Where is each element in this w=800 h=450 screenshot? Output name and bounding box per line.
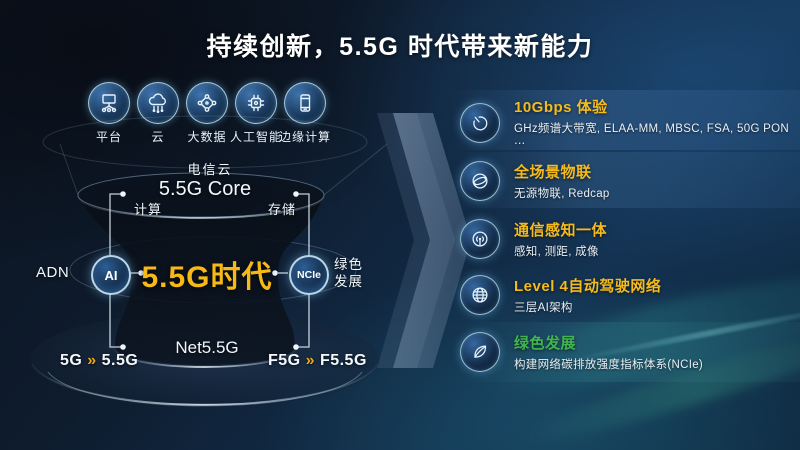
era-title: 5.5G时代: [141, 261, 273, 294]
capability-row-iot: 全场景物联 无源物联, Redcap: [460, 153, 798, 209]
capability-title: 通信感知一体: [514, 222, 608, 239]
capability-subtitle: 无源物联, Redcap: [514, 188, 610, 200]
capability-title: 全场景物联: [514, 164, 592, 181]
evolution-arrow-icon: »: [305, 352, 315, 369]
top-icon-label: 云: [151, 130, 165, 144]
top-icon-platform: 平台: [79, 82, 139, 145]
evolution-left-to: 5.5G: [101, 352, 139, 369]
capability-title: Level 4自动驾驶网络: [514, 278, 662, 295]
ncie-node-badge: NCIe: [289, 255, 329, 295]
ncie-badge-label: NCIe: [297, 269, 321, 281]
ai-node-badge: AI: [91, 255, 131, 295]
top-icon-label: 平台: [95, 130, 122, 144]
adn-label: ADN: [36, 264, 70, 281]
evolution-right-from: F5G: [268, 352, 301, 369]
storage-label: 存储: [267, 202, 296, 217]
capability-title: 绿色发展: [514, 335, 577, 352]
green-dev-line1: 绿色: [334, 257, 363, 272]
evolution-left-from: 5G: [60, 352, 83, 369]
gauge-icon: [460, 103, 500, 143]
top-icon-label: 人工智能: [229, 130, 282, 144]
net55g-label: Net5.5G: [175, 338, 239, 357]
slide-title: 持续创新，5.5G 时代带来新能力: [206, 33, 594, 61]
autonomous-network-icon: [460, 275, 500, 315]
evolution-right-to: F5.5G: [319, 352, 367, 369]
capability-row-sensing: 通信感知一体 感知, 测距, 成像: [460, 211, 798, 267]
evolution-left: 5G » 5.5G: [60, 352, 138, 370]
telecom-cloud-label: 电信云: [187, 162, 233, 177]
top-icon-label: 边缘计算: [278, 130, 331, 144]
top-icon-cloud: 云: [128, 82, 188, 145]
ai-badge-label: AI: [104, 267, 118, 283]
funnel-diagram: [30, 115, 388, 408]
bigdata-icon: [186, 82, 228, 124]
capability-title: 10Gbps 体验: [514, 99, 608, 116]
platform-icon: [88, 82, 130, 124]
radar-sensing-icon: [460, 219, 500, 259]
edge-computing-icon: [284, 82, 326, 124]
capability-row-green: 绿色发展 构建网络碳排放强度指标体系(NCIe): [460, 324, 798, 380]
capability-subtitle: 构建网络碳排放强度指标体系(NCIe): [514, 359, 704, 371]
globe-iot-icon: [460, 161, 500, 201]
capability-subtitle: 感知, 测距, 成像: [514, 246, 599, 258]
capability-row-10gbps: 10Gbps 体验 GHz频谱大带宽, ELAA-MM, MBSC, FSA, …: [460, 95, 798, 151]
leaf-icon: [460, 332, 500, 372]
evolution-right: F5G » F5.5G: [268, 352, 367, 370]
top-icon-bigdata: 大数据: [177, 82, 237, 145]
capability-subtitle: GHz频谱大带宽, ELAA-MM, MBSC, FSA, 50G PON ⋯: [514, 123, 789, 150]
green-dev-line2: 发展: [334, 274, 363, 289]
core-label: 5.5G Core: [158, 178, 252, 200]
cloud-icon: [137, 82, 179, 124]
ai-chip-icon: [235, 82, 277, 124]
top-icon-ai: 人工智能: [226, 82, 286, 145]
evolution-arrow-icon: »: [87, 352, 97, 369]
capability-row-autonomous: Level 4自动驾驶网络 三层AI架构: [460, 267, 798, 323]
top-icon-edge: 边缘计算: [275, 82, 335, 145]
top-icon-label: 大数据: [187, 130, 227, 144]
green-development-label: 绿色 发展: [334, 256, 363, 290]
compute-label: 计算: [133, 202, 162, 217]
capability-subtitle: 三层AI架构: [514, 302, 573, 314]
